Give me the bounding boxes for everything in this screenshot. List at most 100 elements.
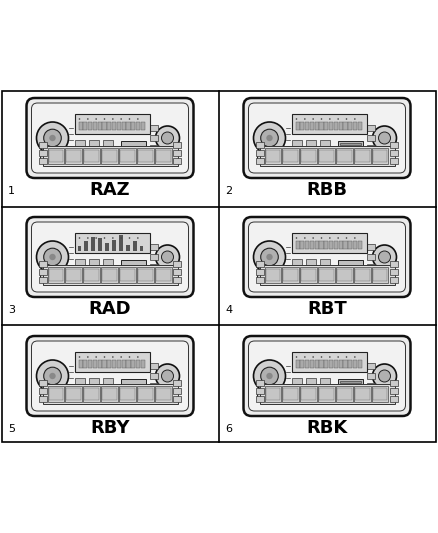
Bar: [353, 122, 357, 130]
Circle shape: [120, 118, 122, 120]
Circle shape: [36, 360, 68, 392]
Bar: [339, 240, 343, 249]
Bar: [292, 140, 301, 148]
Circle shape: [36, 241, 68, 273]
Bar: [338, 260, 363, 266]
Bar: [88, 360, 92, 368]
Bar: [173, 269, 180, 275]
Circle shape: [378, 251, 391, 263]
Text: RBK: RBK: [306, 419, 348, 437]
Bar: [319, 122, 324, 130]
Circle shape: [112, 118, 113, 120]
Circle shape: [258, 270, 272, 284]
Bar: [93, 122, 97, 130]
Bar: [39, 388, 46, 394]
Bar: [39, 396, 46, 402]
Bar: [329, 360, 333, 368]
Bar: [367, 383, 374, 389]
Bar: [324, 122, 328, 130]
Circle shape: [354, 356, 356, 358]
Bar: [102, 122, 106, 130]
Bar: [119, 235, 123, 251]
Bar: [101, 148, 118, 164]
Bar: [300, 386, 317, 402]
Circle shape: [304, 356, 306, 358]
Bar: [305, 259, 315, 267]
Bar: [83, 360, 88, 368]
Bar: [83, 148, 100, 164]
Bar: [39, 277, 46, 283]
Circle shape: [155, 245, 180, 269]
Circle shape: [337, 237, 339, 239]
Circle shape: [304, 118, 306, 120]
Bar: [348, 122, 352, 130]
Circle shape: [354, 118, 356, 120]
Bar: [42, 384, 177, 404]
Bar: [305, 240, 309, 249]
Bar: [373, 388, 388, 400]
Bar: [112, 360, 116, 368]
Bar: [122, 122, 126, 130]
Bar: [283, 388, 298, 400]
Circle shape: [87, 356, 88, 358]
Circle shape: [312, 356, 314, 358]
Bar: [88, 122, 92, 130]
Circle shape: [346, 118, 347, 120]
Bar: [39, 142, 46, 148]
Bar: [314, 122, 319, 130]
Bar: [173, 142, 180, 148]
Bar: [337, 150, 352, 162]
Bar: [305, 122, 309, 130]
Bar: [300, 360, 304, 368]
Bar: [102, 378, 113, 386]
Bar: [343, 240, 347, 249]
Circle shape: [49, 135, 56, 141]
Bar: [149, 145, 158, 151]
Bar: [74, 114, 149, 134]
Circle shape: [49, 254, 56, 260]
Bar: [39, 261, 46, 267]
Bar: [355, 150, 370, 162]
Bar: [131, 122, 135, 130]
Bar: [367, 244, 374, 250]
Circle shape: [44, 155, 51, 161]
Bar: [67, 150, 81, 162]
Circle shape: [36, 122, 68, 154]
Bar: [255, 150, 264, 156]
Bar: [136, 122, 140, 130]
Circle shape: [112, 356, 113, 358]
Bar: [389, 261, 398, 267]
Bar: [117, 122, 121, 130]
Circle shape: [254, 122, 286, 154]
Bar: [305, 140, 315, 148]
Bar: [283, 148, 299, 164]
Circle shape: [354, 237, 356, 239]
Circle shape: [261, 129, 278, 147]
Bar: [324, 240, 328, 249]
Bar: [88, 140, 99, 148]
Circle shape: [44, 273, 51, 280]
Bar: [389, 396, 398, 402]
Circle shape: [162, 251, 173, 263]
Bar: [283, 386, 299, 402]
Bar: [136, 360, 140, 368]
Bar: [120, 260, 145, 266]
Bar: [155, 386, 172, 402]
Bar: [112, 122, 116, 130]
FancyBboxPatch shape: [248, 341, 406, 411]
Bar: [93, 360, 97, 368]
Bar: [126, 245, 130, 251]
Bar: [300, 122, 304, 130]
Circle shape: [261, 155, 268, 161]
Bar: [259, 265, 395, 285]
Bar: [319, 360, 324, 368]
Bar: [265, 269, 280, 281]
Bar: [149, 135, 158, 141]
Bar: [107, 360, 111, 368]
Bar: [305, 378, 315, 386]
Bar: [141, 122, 145, 130]
Circle shape: [112, 237, 113, 239]
Circle shape: [378, 370, 391, 382]
Circle shape: [162, 132, 173, 144]
Text: RAZ: RAZ: [90, 181, 130, 199]
